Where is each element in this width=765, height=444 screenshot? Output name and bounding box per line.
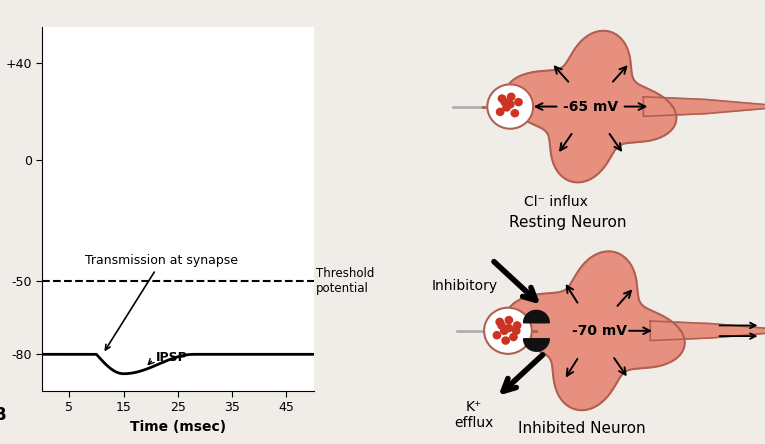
Circle shape [511, 110, 519, 117]
Circle shape [496, 318, 503, 325]
Circle shape [498, 322, 505, 329]
X-axis label: Time (msec): Time (msec) [130, 420, 226, 434]
Text: Resting Neuron: Resting Neuron [509, 215, 627, 230]
Text: Transmission at synapse: Transmission at synapse [85, 254, 238, 350]
Text: B: B [0, 406, 6, 424]
Text: K⁺
efflux: K⁺ efflux [454, 400, 493, 430]
Text: Inhibited Neuron: Inhibited Neuron [518, 421, 645, 436]
Text: IPSP: IPSP [156, 352, 188, 365]
Circle shape [515, 99, 522, 106]
Circle shape [484, 308, 532, 354]
Circle shape [501, 99, 509, 106]
Text: Threshold
potential: Threshold potential [317, 267, 375, 296]
Text: Inhibitory: Inhibitory [431, 279, 497, 293]
Wedge shape [523, 339, 549, 351]
Circle shape [513, 327, 520, 334]
Circle shape [513, 322, 521, 329]
Text: -65 mV: -65 mV [563, 99, 618, 114]
Polygon shape [506, 251, 685, 410]
Polygon shape [650, 321, 765, 341]
Text: -70 mV: -70 mV [572, 324, 627, 338]
Circle shape [496, 108, 504, 115]
Polygon shape [505, 31, 676, 182]
Circle shape [502, 337, 509, 344]
Circle shape [503, 104, 510, 111]
Circle shape [509, 333, 517, 341]
Text: Cl⁻ influx: Cl⁻ influx [524, 194, 588, 209]
Circle shape [505, 325, 513, 332]
Circle shape [507, 93, 515, 100]
Wedge shape [523, 310, 549, 323]
Circle shape [493, 332, 500, 339]
Circle shape [506, 101, 514, 108]
Circle shape [498, 95, 506, 102]
Circle shape [487, 84, 533, 129]
Circle shape [500, 327, 508, 334]
Circle shape [505, 317, 513, 324]
Polygon shape [643, 97, 765, 116]
